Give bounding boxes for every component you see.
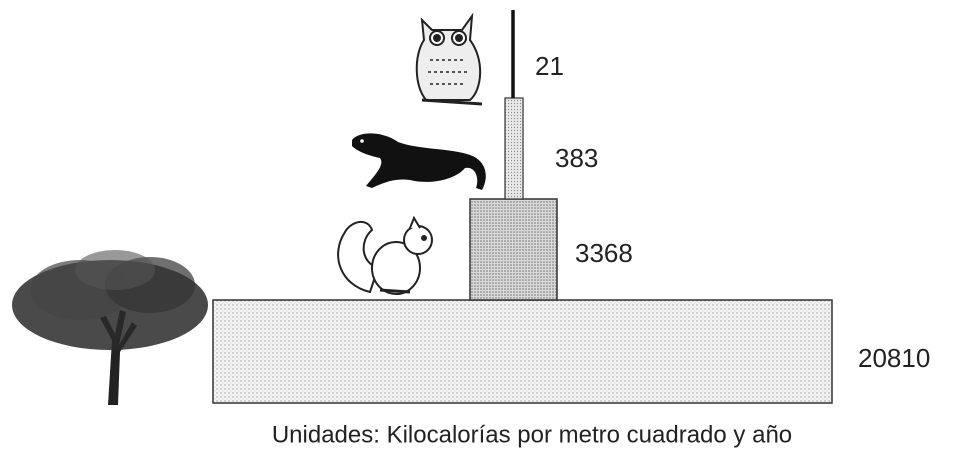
value-label: 21 (535, 51, 564, 81)
value-label: 3368 (575, 238, 633, 268)
owl-icon (417, 16, 482, 104)
value-label: 383 (555, 143, 598, 173)
caption: Unidades: Kilocalorías por metro cuadrad… (272, 421, 792, 448)
level-primary-consumers (470, 199, 557, 300)
ferret-icon (352, 133, 486, 190)
value-label: 20810 (858, 343, 930, 373)
tree-icon (12, 250, 208, 405)
squirrel-icon (338, 218, 432, 294)
level-producers (213, 300, 832, 403)
energy-pyramid: 20810 3368 383 21 Unidades: Kilocalorías… (0, 0, 955, 453)
level-secondary-consumers (505, 98, 523, 199)
